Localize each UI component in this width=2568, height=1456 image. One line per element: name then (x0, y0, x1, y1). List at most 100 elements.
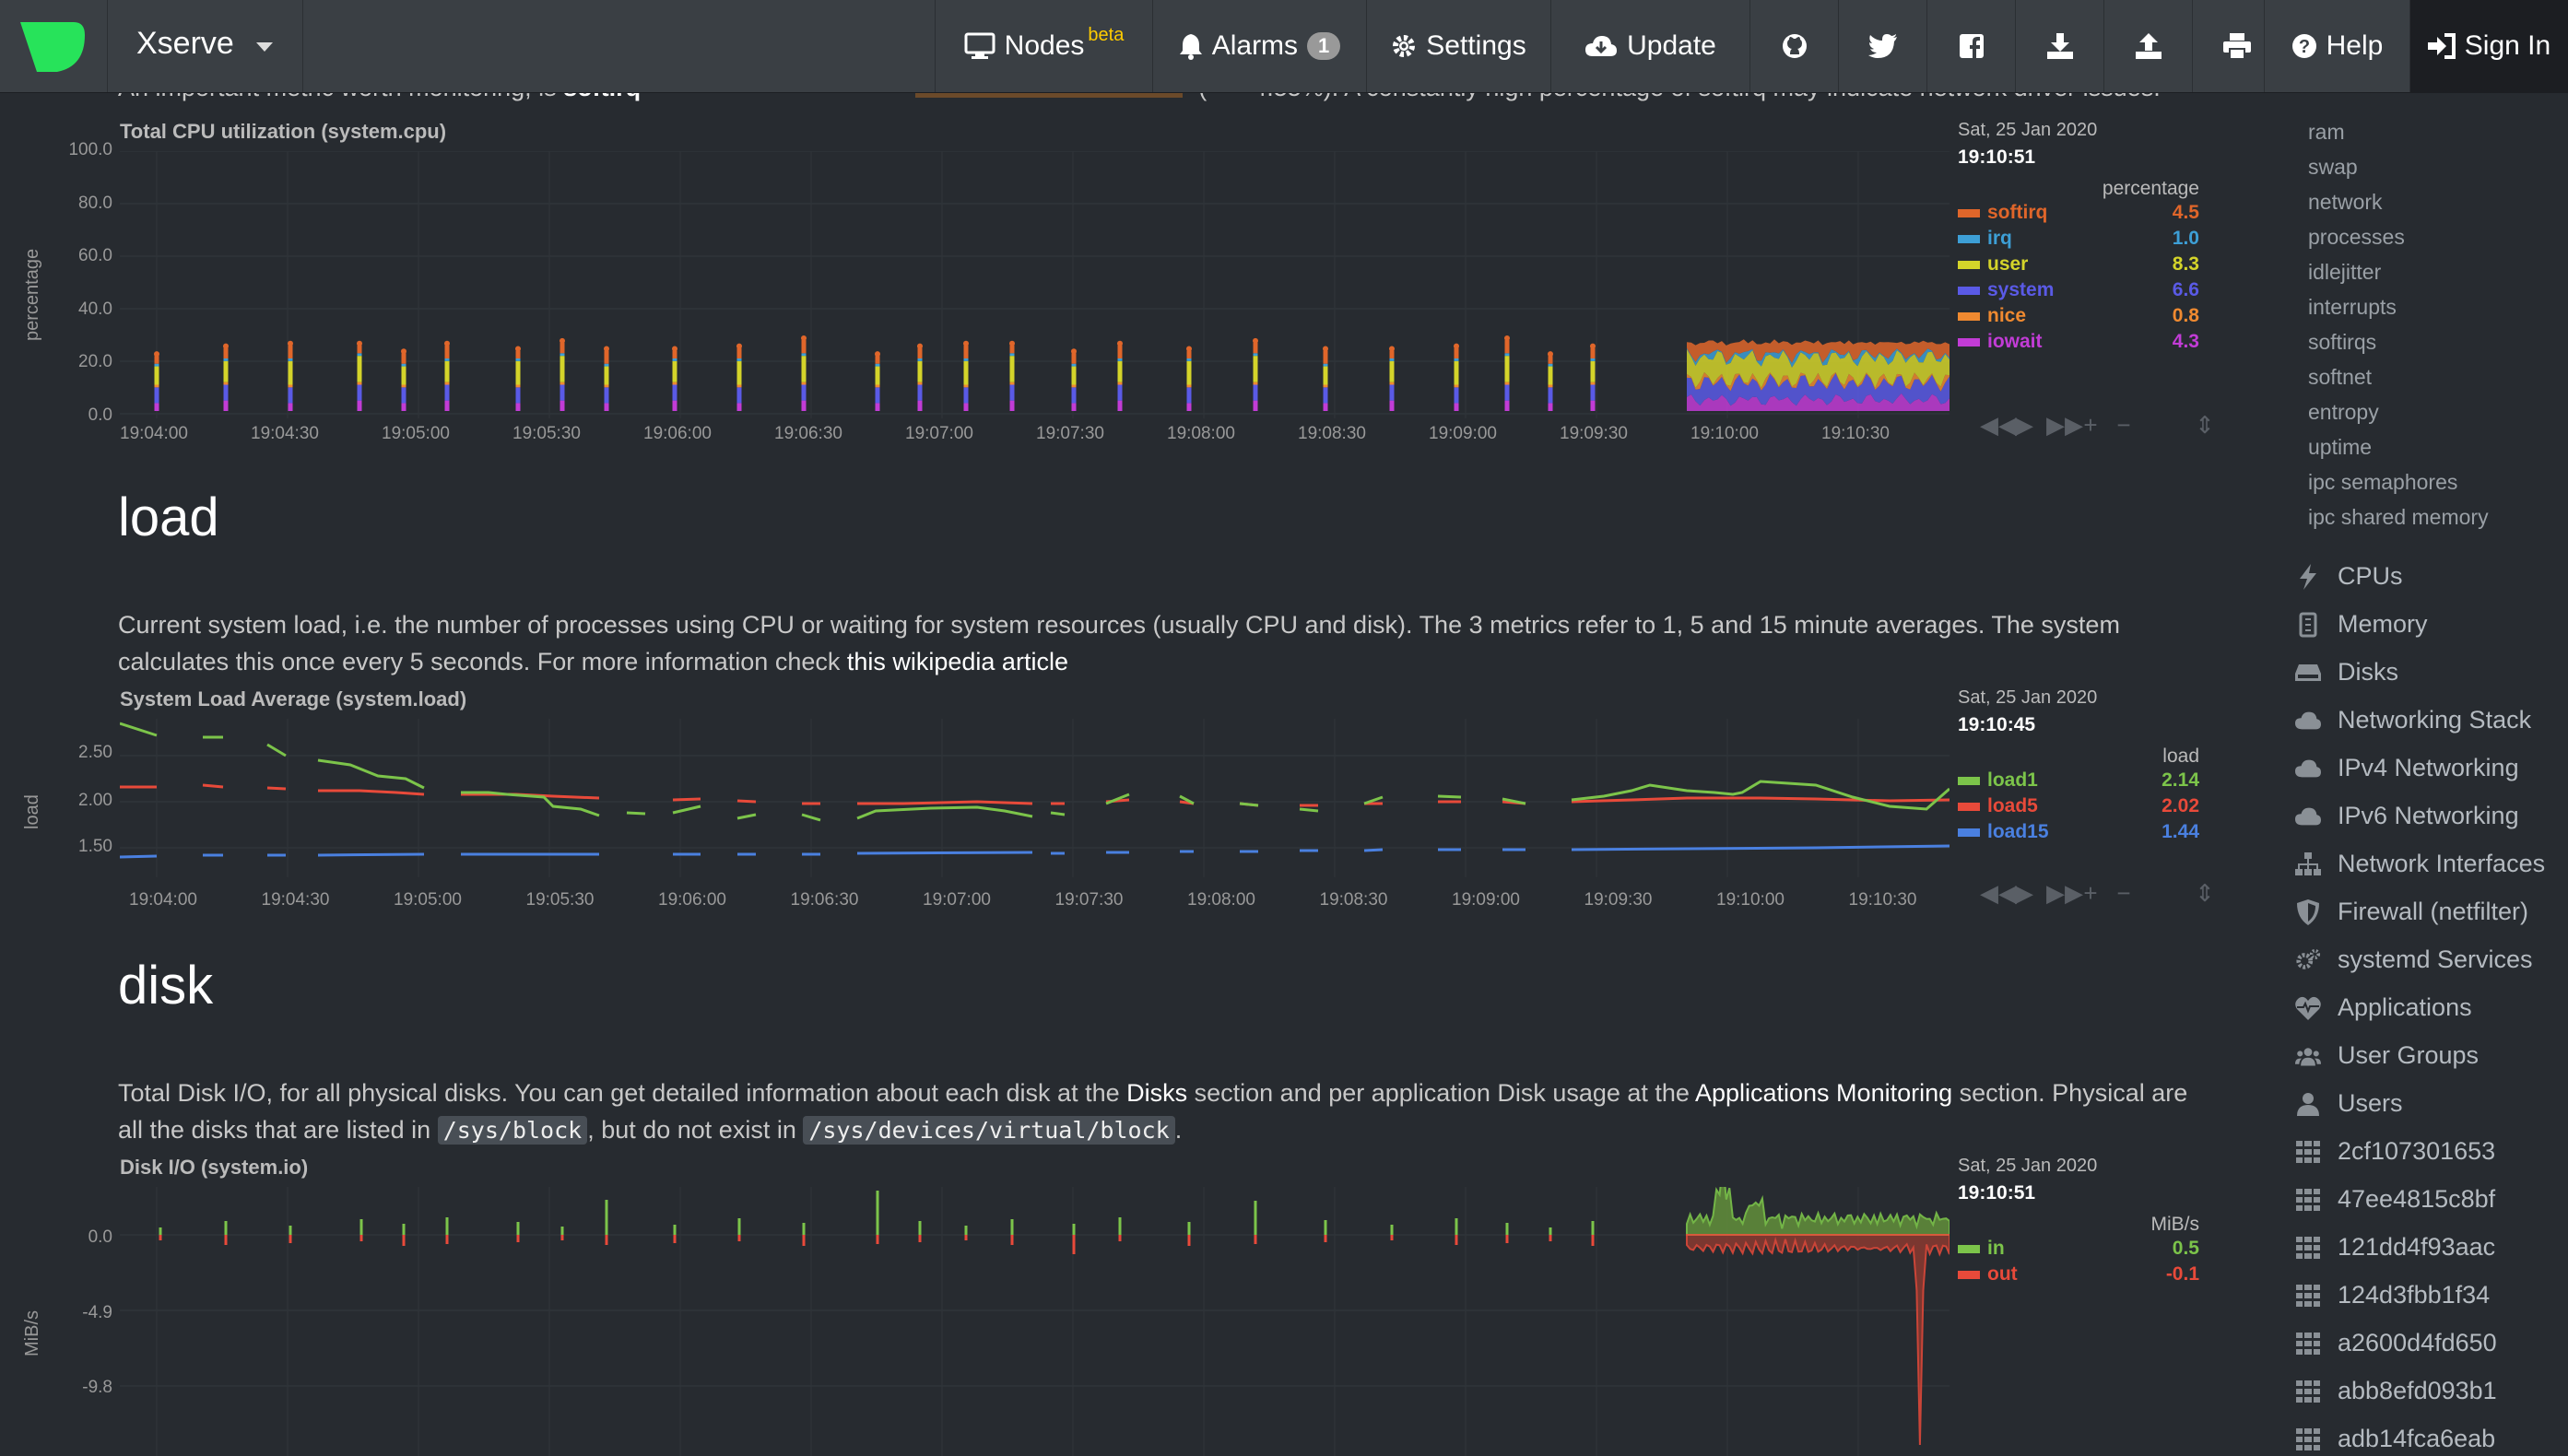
users-icon (2295, 1043, 2321, 1069)
legend-item-softirq[interactable]: softirq 4.5 (1958, 200, 2199, 226)
sidebar-item-124d3fbb1f34[interactable]: 124d3fbb1f34 (2295, 1281, 2490, 1309)
zoom-in-icon[interactable]: + (2083, 411, 2098, 439)
disk-section-title: disk (118, 956, 214, 1016)
sidebar-item-2cf107301653[interactable]: 2cf107301653 (2295, 1137, 2495, 1166)
grid-icon (2295, 1331, 2321, 1356)
resize-handle-icon[interactable]: ⇕ (2195, 411, 2215, 439)
sidebar-item-cpus[interactable]: CPUs (2295, 562, 2403, 591)
netdata-logo[interactable] (0, 0, 108, 92)
legend-item-user[interactable]: user 8.3 (1958, 252, 2199, 277)
sidebar-item-applications[interactable]: Applications (2295, 993, 2472, 1022)
twitter-button[interactable] (1838, 0, 1926, 92)
zoom-out-icon[interactable]: − (2116, 879, 2131, 907)
hdd-icon (2295, 660, 2321, 686)
load-line-load5 (736, 799, 757, 804)
sidebar-item-adb14fca6eab[interactable]: adb14fca6eab (2295, 1425, 2495, 1453)
legend-name: softirq (1987, 202, 2048, 223)
sidebar-subitem-processes[interactable]: processes (2308, 225, 2405, 249)
sidebar-subitem-ram[interactable]: ram (2308, 120, 2345, 144)
pan-right-icon[interactable]: ▶▶ (2046, 411, 2083, 439)
legend-swatch (1958, 208, 1980, 217)
download-button[interactable] (2015, 0, 2103, 92)
top-navbar: Xserve Nodes beta Alarms 1 Settings Updat… (0, 0, 2568, 93)
update-button[interactable]: Update (1550, 0, 1749, 92)
sidebar-subitem-softnet[interactable]: softnet (2308, 365, 2373, 389)
x-tick-label: 19:04:30 (251, 424, 319, 443)
cpu-chart-plot[interactable] (120, 151, 1950, 418)
pan-right-icon[interactable]: ▶▶ (2046, 879, 2083, 907)
legend-value: 2.02 (2162, 795, 2199, 816)
sidebar-item-a2600d4fd650[interactable]: a2600d4fd650 (2295, 1329, 2497, 1357)
help-button[interactable]: ? Help (2264, 0, 2409, 92)
sidebar-subitem-swap[interactable]: swap (2308, 155, 2358, 179)
sidebar-subitem-softirqs[interactable]: softirqs (2308, 330, 2377, 354)
sidebar-item-users[interactable]: Users (2295, 1089, 2403, 1118)
legend-name: in (1987, 1238, 2005, 1259)
legend-item-iowait[interactable]: iowait 4.3 (1958, 329, 2199, 355)
caret-down-icon[interactable] (256, 42, 273, 52)
sidebar-subitem-uptime[interactable]: uptime (2308, 435, 2373, 459)
sidebar-item-networking-stack[interactable]: Networking Stack (2295, 706, 2531, 734)
legend-value: 6.6 (2172, 279, 2199, 300)
legend-item-irq[interactable]: irq 1.0 (1958, 226, 2199, 252)
pan-left-icon[interactable]: ◀◀ (1980, 411, 2017, 439)
print-button[interactable] (2192, 0, 2280, 92)
legend-item-load15[interactable]: load15 1.44 (1958, 819, 2199, 845)
sidebar-item-network-interfaces[interactable]: Network Interfaces (2295, 850, 2545, 878)
legend-item-in[interactable]: in 0.5 (1958, 1236, 2199, 1262)
play-icon[interactable]: ▶ (2015, 879, 2033, 907)
nodes-button[interactable]: Nodes beta (935, 0, 1152, 92)
sidebar-subitem-network[interactable]: network (2308, 190, 2383, 214)
zoom-in-icon[interactable]: + (2083, 879, 2098, 907)
sidebar-item-121dd4f93aac[interactable]: 121dd4f93aac (2295, 1233, 2495, 1262)
y-tick-label: 60.0 (78, 246, 112, 265)
sidebar-item-label: systemd Services (2338, 945, 2533, 973)
settings-label: Settings (1426, 30, 1526, 61)
sidebar-item-systemd-services[interactable]: systemd Services (2295, 945, 2533, 974)
sidebar-item-ipv4-networking[interactable]: IPv4 Networking (2295, 754, 2519, 782)
sidebar-item-user-groups[interactable]: User Groups (2295, 1041, 2479, 1070)
y-tick-label: 2.50 (78, 743, 112, 762)
disk-chart-plot[interactable] (120, 1187, 1950, 1456)
sidebar-item-firewall-netfilter-[interactable]: Firewall (netfilter) (2295, 898, 2528, 926)
zoom-out-icon[interactable]: − (2116, 411, 2131, 439)
sidebar-item-abb8efd093b1[interactable]: abb8efd093b1 (2295, 1377, 2497, 1405)
x-tick-label: 19:04:00 (129, 890, 197, 910)
cloud-icon (2295, 708, 2321, 734)
sidebar-subitem-entropy[interactable]: entropy (2308, 400, 2379, 424)
sidebar-subitem-idlejitter[interactable]: idlejitter (2308, 260, 2382, 284)
applications-monitoring-link[interactable]: Applications Monitoring (1694, 1079, 1953, 1107)
settings-button[interactable]: Settings (1366, 0, 1550, 92)
load-chart-plot[interactable] (120, 719, 1950, 877)
legend-item-system[interactable]: system 6.6 (1958, 277, 2199, 303)
disk-description-text: . (1174, 1116, 1183, 1144)
sidebar-subitem-interrupts[interactable]: interrupts (2308, 295, 2397, 319)
cpu-sample-spike (1323, 346, 1328, 411)
sidebar-item-ipv6-networking[interactable]: IPv6 Networking (2295, 802, 2519, 830)
play-icon[interactable]: ▶ (2015, 411, 2033, 439)
github-button[interactable] (1749, 0, 1838, 92)
sidebar-subitem-ipc-semaphores[interactable]: ipc semaphores (2308, 470, 2458, 494)
legend-item-out[interactable]: out -0.1 (1958, 1262, 2199, 1287)
disks-link[interactable]: Disks (1126, 1079, 1188, 1107)
sidebar-item-disks[interactable]: Disks (2295, 658, 2398, 687)
server-name-dropdown[interactable]: Xserve (136, 26, 234, 61)
legend-item-load5[interactable]: load5 2.02 (1958, 793, 2199, 819)
sidebar-item-memory[interactable]: Memory (2295, 610, 2428, 639)
disk-legend: Sat, 25 Jan 2020 19:10:51 MiB/s in 0.5 out… (1958, 1156, 2216, 1287)
resize-handle-icon[interactable]: ⇕ (2195, 879, 2215, 907)
sidebar-item-47ee4815c8bf[interactable]: 47ee4815c8bf (2295, 1185, 2495, 1214)
legend-swatch (1958, 802, 1980, 811)
grid-icon (2295, 1139, 2321, 1165)
upload-button[interactable] (2103, 0, 2192, 92)
facebook-button[interactable] (1926, 0, 2015, 92)
legend-item-load1[interactable]: load1 2.14 (1958, 768, 2199, 793)
sidebar-subitem-ipc-shared-memory[interactable]: ipc shared memory (2308, 505, 2489, 529)
load-line-load1 (626, 811, 646, 816)
legend-item-nice[interactable]: nice 0.8 (1958, 303, 2199, 329)
wikipedia-link[interactable]: this wikipedia article (846, 648, 1068, 675)
alarms-button[interactable]: Alarms 1 (1152, 0, 1366, 92)
pan-left-icon[interactable]: ◀◀ (1980, 879, 2017, 907)
load-line-load5 (857, 800, 1033, 805)
sign-in-button[interactable]: Sign In (2409, 0, 2568, 92)
